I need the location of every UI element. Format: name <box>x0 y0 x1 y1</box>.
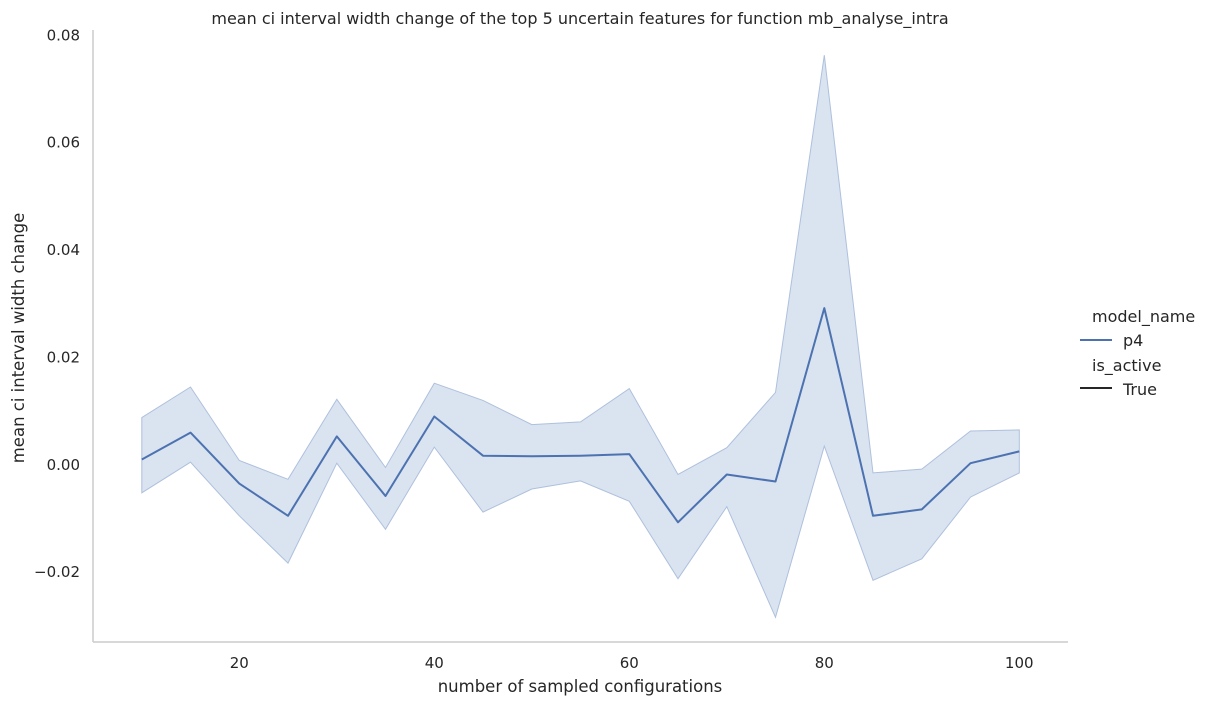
legend-title-model-name: model_name <box>1092 307 1195 327</box>
x-axis-title: number of sampled configurations <box>438 677 723 696</box>
x-tick-label: 40 <box>425 654 444 672</box>
x-tick-label: 80 <box>815 654 834 672</box>
x-axis-ticks: 20 40 60 80 100 <box>230 654 1034 672</box>
x-tick-label: 60 <box>620 654 639 672</box>
x-tick-label: 100 <box>1005 654 1034 672</box>
legend-title-is-active: is_active <box>1092 356 1161 376</box>
y-axis-title: mean ci interval width change <box>9 213 28 464</box>
y-tick-label: −0.02 <box>34 563 80 581</box>
legend-entry-p4: p4 <box>1123 331 1143 350</box>
series-line-p4 <box>141 307 1020 524</box>
y-tick-label: 0.00 <box>47 456 80 474</box>
plot-area <box>141 55 1020 619</box>
x-tick-label: 20 <box>230 654 249 672</box>
legend: model_name p4 is_active True <box>1080 307 1195 399</box>
y-tick-label: 0.04 <box>47 241 80 259</box>
chart-title: mean ci interval width change of the top… <box>211 9 948 29</box>
y-axis-ticks: −0.02 0.00 0.02 0.04 0.06 0.08 <box>34 26 80 581</box>
y-tick-label: 0.06 <box>47 134 80 152</box>
y-tick-label: 0.08 <box>47 26 80 44</box>
legend-entry-true: True <box>1122 380 1157 399</box>
confidence-band-p4 <box>141 55 1020 619</box>
y-tick-label: 0.02 <box>47 348 80 366</box>
